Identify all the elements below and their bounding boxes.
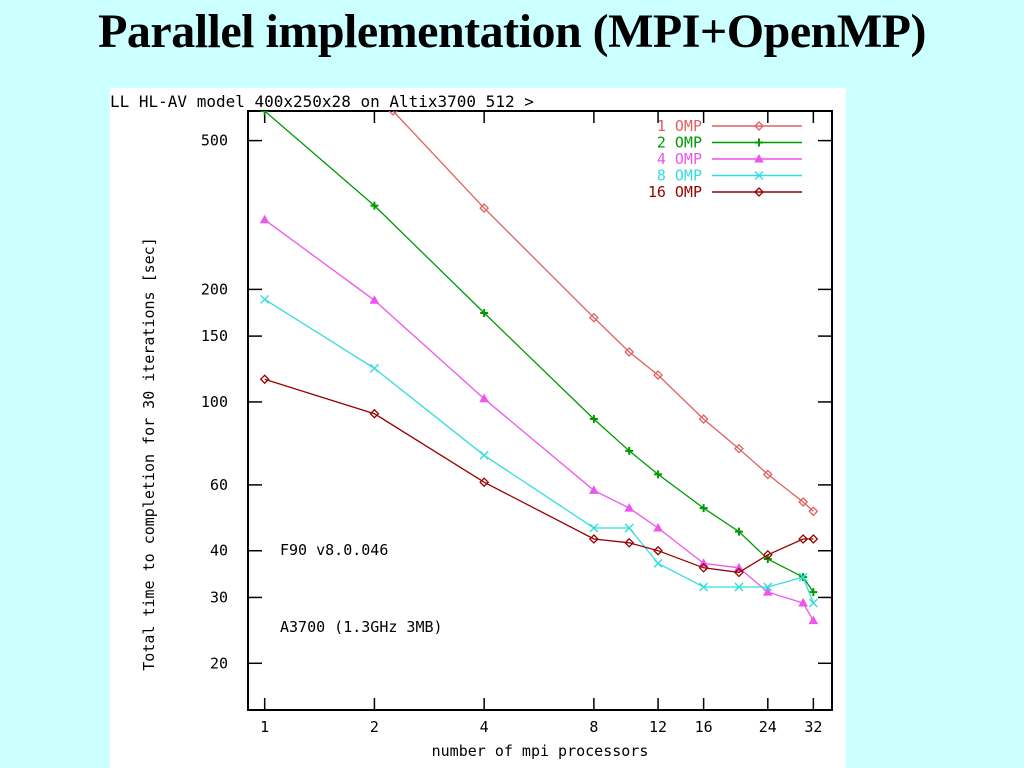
y-tick-label: 150 [201, 327, 228, 345]
chart-annotation: F90 v8.0.046 [280, 541, 388, 559]
data-point [755, 138, 763, 147]
data-point [809, 588, 818, 597]
y-tick-label: 40 [210, 542, 228, 560]
slide-title: Parallel implementation (MPI+OpenMP) [98, 5, 926, 58]
y-tick-label: 200 [201, 280, 228, 298]
data-point [808, 598, 818, 608]
data-point [763, 582, 773, 592]
data-point [699, 582, 709, 592]
data-point [369, 295, 380, 304]
y-tick-label: 100 [201, 393, 228, 411]
data-point [698, 558, 709, 567]
data-point [479, 450, 489, 460]
data-point [754, 121, 764, 131]
data-point [808, 615, 819, 625]
y-tick-label: 500 [201, 132, 228, 150]
data-point [734, 562, 744, 572]
data-point [754, 187, 764, 197]
y-tick-label: 30 [210, 588, 228, 606]
data-point [624, 537, 635, 548]
data-point [589, 523, 599, 533]
series-16-omp [259, 374, 819, 578]
data-point [699, 504, 708, 513]
y-tick-label: 20 [210, 654, 228, 672]
data-point [653, 545, 663, 556]
series-line [264, 378, 814, 574]
data-point [370, 201, 379, 210]
data-point [762, 587, 773, 596]
data-point [734, 582, 744, 592]
data-point [624, 523, 634, 533]
data-point [388, 111, 398, 116]
data-point [734, 443, 744, 454]
data-point [654, 470, 663, 479]
data-point [479, 203, 490, 213]
chart-annotation: A3700 (1.3GHz 3MB) [280, 618, 443, 636]
data-point [762, 469, 773, 480]
legend-label: 2 OMP [657, 134, 702, 152]
line-chart: LL HL-AV model 400x250x28 on Altix3700 5… [110, 92, 833, 760]
data-point [625, 446, 634, 455]
data-point [653, 558, 663, 568]
data-point [808, 506, 819, 517]
data-point [698, 562, 709, 573]
chart-panel: LL HL-AV model 400x250x28 on Altix3700 5… [110, 88, 846, 768]
data-point [479, 477, 490, 488]
data-point [798, 534, 809, 544]
x-axis-label: number of mpi processors [432, 742, 649, 760]
x-tick-label: 4 [480, 718, 489, 736]
data-point [762, 549, 773, 560]
data-point [259, 374, 270, 385]
data-point [260, 111, 269, 115]
chart-title: LL HL-AV model 400x250x28 on Altix3700 5… [110, 92, 534, 111]
y-tick-label: 60 [210, 476, 228, 494]
y-axis-label: Total time to completion for 30 iteratio… [140, 237, 158, 670]
x-tick-label: 32 [804, 718, 822, 736]
data-point [624, 503, 635, 512]
data-point [653, 370, 663, 380]
data-point [698, 414, 709, 424]
data-point [798, 497, 809, 507]
x-tick-label: 16 [695, 718, 713, 736]
data-point [588, 534, 599, 544]
data-point [369, 408, 380, 419]
data-point [588, 312, 599, 323]
data-point [259, 214, 270, 224]
series-4-omp [259, 214, 819, 625]
legend-label: 1 OMP [657, 117, 702, 135]
data-point [624, 347, 635, 357]
x-tick-label: 12 [649, 718, 667, 736]
data-point [653, 523, 663, 532]
series-1-omp [388, 111, 819, 517]
x-tick-label: 24 [759, 718, 777, 736]
data-point [798, 572, 808, 582]
data-point [734, 527, 743, 536]
legend-label: 16 OMP [648, 183, 702, 201]
data-point [260, 294, 270, 304]
data-point [754, 171, 764, 180]
series-2-omp [260, 111, 818, 597]
series-line [392, 111, 814, 512]
legend-label: 4 OMP [657, 150, 702, 168]
series-8-omp [260, 294, 818, 608]
data-point [808, 534, 819, 544]
plot-frame [247, 110, 833, 711]
data-point [734, 567, 744, 578]
x-tick-label: 8 [589, 718, 598, 736]
data-point [479, 393, 490, 403]
data-point [589, 415, 598, 424]
x-tick-label: 2 [370, 718, 379, 736]
legend-label: 8 OMP [657, 167, 702, 185]
x-tick-label: 1 [260, 718, 269, 736]
data-point [798, 597, 808, 607]
data-point [589, 485, 599, 494]
series-line [264, 219, 814, 622]
data-point [369, 363, 379, 373]
data-point [754, 153, 764, 163]
data-point [480, 308, 489, 317]
